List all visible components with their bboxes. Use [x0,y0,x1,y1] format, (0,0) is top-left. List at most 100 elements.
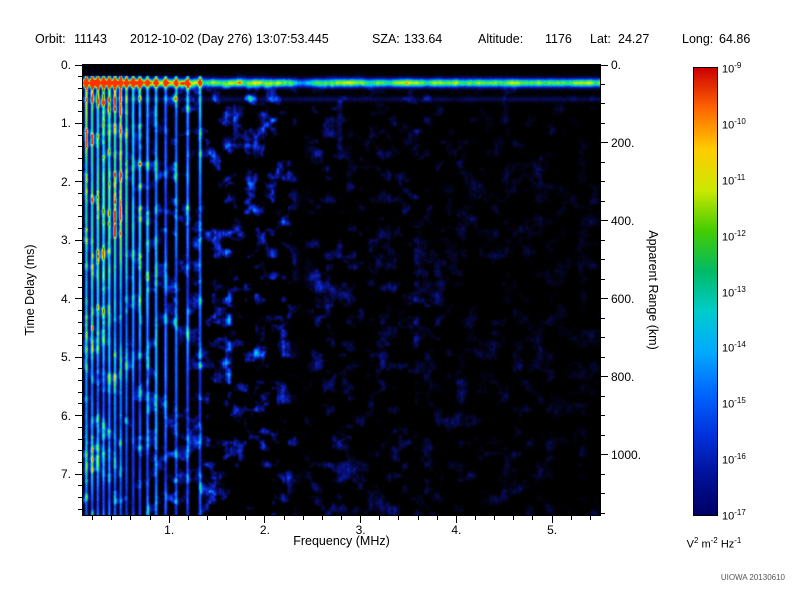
x-axis-tick-label: 4. [451,523,462,537]
lat-label: Lat: [590,32,611,46]
orbit-label: Orbit: [35,32,66,46]
y-right-minor-tick [601,473,605,475]
y-left-minor-tick [78,496,82,498]
x-axis-minor-tick [570,516,572,520]
y-left-major-tick [75,181,82,183]
sza-value: 133.64 [404,32,443,46]
colorbar-tick-exponent: -13 [734,284,746,294]
colorbar-unit-exponent: 2 [693,536,699,545]
colorbar-tick-exponent: -11 [734,172,746,182]
y-left-minor-tick [78,274,82,276]
x-axis-major-tick [455,516,457,523]
colorbar-gradient [694,68,717,515]
y-left-tick-label: 7. [60,467,71,482]
colorbar-tick-exponent: -12 [734,228,746,238]
y-right-tick-label: 1000. [611,447,642,462]
y-left-tick-label: 6. [60,408,71,423]
y-left-minor-tick [78,403,82,405]
y-right-tick-label: 200. [611,135,635,150]
y-right-minor-tick [601,161,605,163]
y-right-minor-tick [601,493,605,495]
altitude-value: 1176 [545,32,572,46]
colorbar-tick-label: 10-14 [722,340,746,356]
y-left-minor-tick [78,146,82,148]
y-right-major-tick [601,142,608,144]
x-axis-tick-label: 2. [259,523,270,537]
credit-text: UIOWA 20130610 [720,573,785,582]
y-right-minor-tick [601,200,605,202]
x-axis-minor-tick [513,516,515,520]
x-axis-minor-tick [111,516,113,520]
y-left-minor-tick [78,158,82,159]
colorbar-tick-exponent: -15 [734,396,746,406]
x-axis-tick-label: 5. [547,523,558,537]
y-left-minor-tick [78,438,82,440]
y-right-minor-tick [601,122,605,124]
y-right-minor-tick [601,259,605,261]
y-left-minor-tick [78,368,82,370]
y-right-tick-label: 0. [611,58,622,72]
x-axis-minor-tick [532,516,534,520]
y-left-minor-tick [78,169,82,171]
x-axis-minor-tick [475,516,477,520]
y-right-minor-tick [601,239,605,241]
spectrogram-canvas [83,65,600,515]
colorbar-tick-label: 10-12 [722,228,746,244]
y-left-major-tick [75,239,82,241]
x-axis-minor-tick [283,516,285,520]
y-right-minor-tick [601,278,605,280]
colorbar-unit-exponent: -2 [710,536,718,545]
x-axis-title: Frequency (MHz) [293,534,390,548]
x-axis-minor-tick [187,516,189,520]
y-left-major-tick [75,473,82,475]
y-right-minor-tick [601,337,605,339]
y-left-major-tick [75,415,82,417]
x-axis-major-tick [168,516,170,523]
y-left-minor-tick [78,204,82,206]
y-left-tick-label: 5. [60,350,71,365]
x-axis-minor-tick [379,516,381,520]
colorbar-tick-exponent: -9 [734,61,742,70]
y-left-minor-tick [78,461,82,463]
x-axis-major-tick [360,516,362,523]
y-left-minor-tick [78,216,82,218]
y-right-tick-label: 600. [611,291,635,306]
long-value: 64.86 [719,32,751,46]
x-axis-minor-tick [589,516,591,520]
y-left-tick-label: 0. [60,58,71,72]
y-right-minor-tick [601,181,605,183]
x-axis-minor-tick [302,516,304,520]
datetime-text: 2012-10-02 (Day 276) 13:07:53.445 [130,32,329,46]
colorbar-tick-exponent: -17 [734,508,746,517]
sza-label: SZA: [372,32,400,46]
colorbar-unit-exponent: -1 [734,536,742,545]
orbit-value: 11143 [74,32,107,46]
colorbar-tick-label: 10-17 [722,508,746,523]
colorbar-tick-exponent: -10 [734,116,746,126]
y-left-minor-tick [78,251,82,253]
x-axis-tick-label: 3. [355,523,366,537]
y-right-minor-tick [601,103,605,105]
x-axis-minor-tick [436,516,438,520]
y-left-tick-label: 1. [60,116,71,131]
x-axis-minor-tick [341,516,342,520]
y-left-minor-tick [78,450,82,452]
x-axis-minor-tick [92,516,94,520]
y-right-minor-tick [601,434,605,436]
y-left-major-tick [75,64,82,66]
y-left-minor-tick [78,228,82,230]
x-axis-minor-tick [398,516,400,520]
y-left-minor-tick [78,508,82,510]
y-right-major-tick [601,376,608,378]
y-right-minor-tick [601,415,605,417]
colorbar [693,67,718,516]
y-left-minor-tick [78,193,82,195]
y-left-minor-tick [78,263,82,265]
spectrogram-plot-frame [82,64,601,516]
y-left-minor-tick [78,426,82,428]
y-left-axis-title: Time Delay (ms) [23,244,37,336]
colorbar-unit-label: V2 m-2 Hz-1 [686,536,742,551]
y-left-minor-tick [78,485,82,487]
y-right-axis-title: Apparent Range (km) [646,230,660,350]
x-axis-major-tick [264,516,266,523]
